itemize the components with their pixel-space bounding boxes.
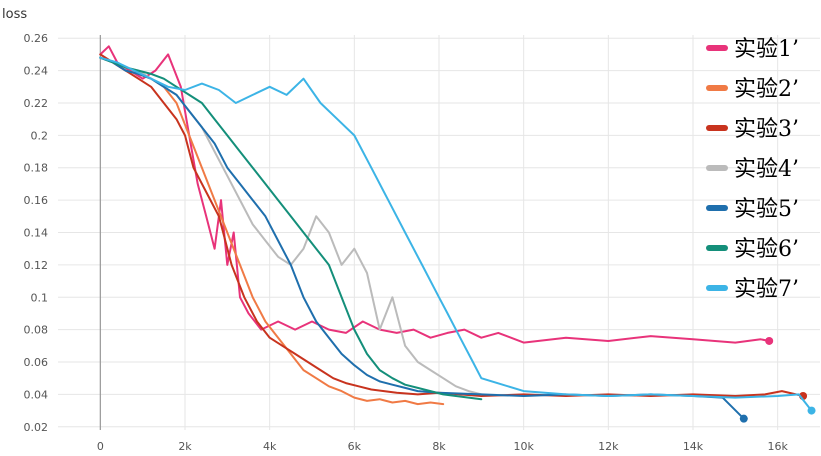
grid (58, 35, 820, 430)
x-tick-label: 14k (683, 440, 704, 453)
y-tick-label: 0.16 (24, 194, 49, 207)
legend-swatch-3 (706, 125, 728, 131)
y-tick-label: 0.02 (24, 421, 49, 434)
legend-swatch-7 (706, 285, 728, 291)
x-tick-label: 6k (348, 440, 362, 453)
y-tick-label: 0.22 (24, 97, 49, 110)
x-tick-label: 16k (767, 440, 788, 453)
y-axis-ticks: 0.02 0.04 0.06 0.08 0.1 0.12 0.14 0.16 0.18 0.2 0.… (24, 32, 49, 434)
y-tick-label: 0.1 (31, 291, 49, 304)
series-line-4 (99, 56, 483, 396)
series-group (99, 45, 816, 423)
legend-label-1: 实验1’ (734, 37, 799, 62)
legend-label-6: 实验6’ (734, 237, 799, 262)
y-tick-label: 0.2 (31, 129, 49, 142)
x-tick-label: 10k (513, 440, 534, 453)
x-tick-label: 8k (432, 440, 446, 453)
y-tick-label: 0.24 (24, 65, 49, 78)
y-tick-label: 0.14 (24, 227, 49, 240)
y-tick-label: 0.04 (24, 388, 49, 401)
series-line-1 (99, 45, 771, 344)
legend-swatch-6 (706, 245, 728, 251)
legend-label-2: 实验2’ (734, 77, 799, 102)
legend: 实验1’ 实验2’ 实验3’ 实验4’ 实验5’ 实验6’ 实验7’ (706, 37, 799, 302)
legend-swatch-2 (706, 85, 728, 91)
x-tick-label: 0 (97, 440, 104, 453)
legend-label-7: 实验7’ (734, 277, 799, 302)
series-line-2 (99, 56, 445, 406)
legend-label-5: 实验5’ (734, 197, 799, 222)
x-tick-label: 12k (598, 440, 619, 453)
x-axis-ticks: 0 2k 4k 6k 8k 10k 12k 14k 16k (97, 440, 789, 453)
y-tick-label: 0.26 (24, 32, 49, 45)
legend-label-4: 实验4’ (734, 157, 799, 182)
series-end-marker-7 (807, 406, 816, 415)
series-line-3 (99, 53, 805, 397)
legend-swatch-4 (706, 165, 728, 171)
y-tick-label: 0.06 (24, 356, 49, 369)
y-tick-label: 0.12 (24, 259, 49, 272)
series-end-marker-5 (739, 414, 748, 423)
y-tick-label: 0.08 (24, 324, 49, 337)
y-tick-label: 0.18 (24, 162, 49, 175)
series-line-6 (99, 56, 483, 401)
legend-swatch-1 (706, 45, 728, 51)
series-line-7 (99, 56, 813, 412)
series-end-marker-1 (765, 336, 774, 345)
x-tick-label: 2k (178, 440, 192, 453)
legend-swatch-5 (706, 205, 728, 211)
x-tick-label: 4k (263, 440, 277, 453)
y-axis-label: loss (2, 7, 27, 22)
series-line-5 (99, 56, 745, 420)
legend-label-3: 实验3’ (734, 117, 799, 142)
